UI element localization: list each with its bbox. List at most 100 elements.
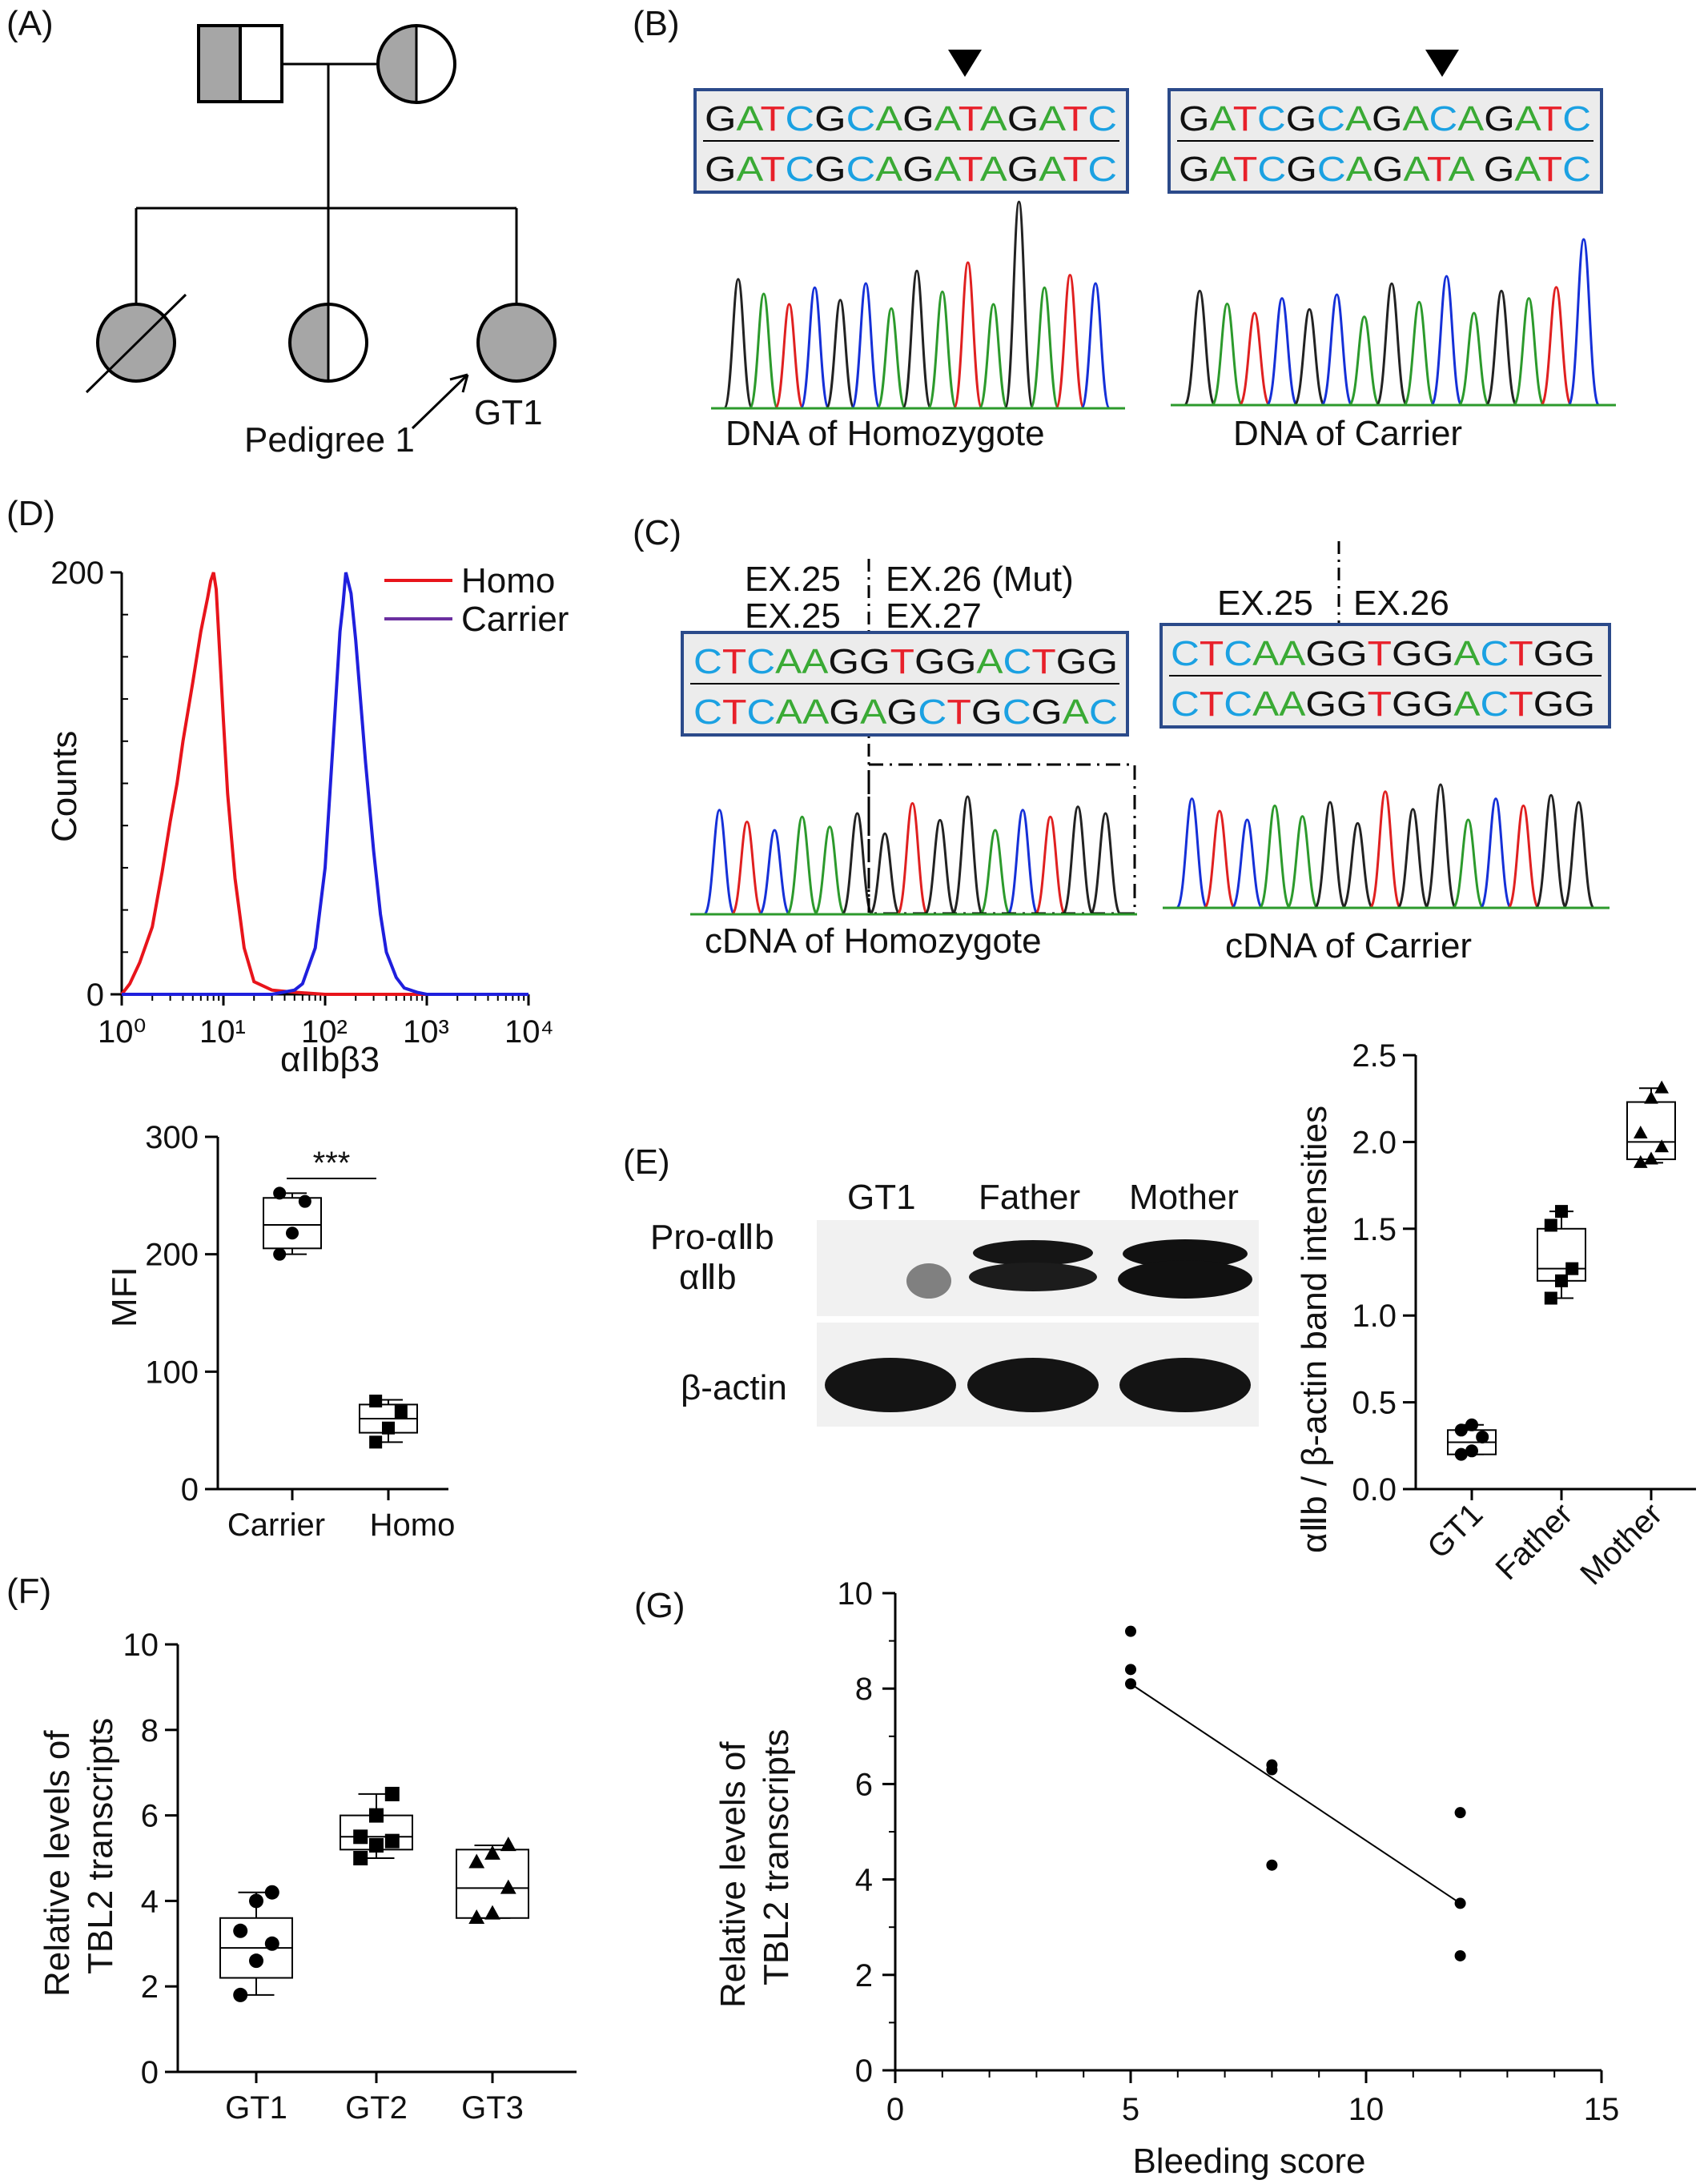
y-axis-label: MFI (105, 1267, 144, 1327)
exon-label: EX.26 (Mut) (886, 560, 1074, 599)
base-letter: G (1423, 634, 1454, 673)
panel-e: (E) GT1 Father Mother Pro-αⅡb αⅡb β-acti… (623, 1038, 1696, 1592)
base-letter: C (846, 150, 876, 189)
x-tick-label: 10² (301, 1014, 348, 1050)
data-point (1465, 1418, 1478, 1431)
base-letter: G (946, 642, 977, 681)
base-letter: T (890, 642, 914, 681)
data-point (1544, 1291, 1557, 1305)
significance-stars: *** (313, 1146, 351, 1181)
y-tick-label: 200 (145, 1238, 199, 1273)
base-letter: G (914, 642, 946, 681)
seq-c-left-bottom: CTCAAG AG CTG CG AC (693, 693, 1118, 732)
panel-g: (G) 0 2 4 6 8 10 0 5 10 15 Bleeding score Relative … (634, 1576, 1619, 2181)
base-letter: G (1305, 685, 1336, 724)
lane-label-gt1: GT1 (847, 1178, 916, 1217)
chromatogram-peak (1055, 274, 1086, 410)
chromatogram-peak (1265, 297, 1299, 407)
chromatogram-c-left (703, 795, 1122, 916)
seq-c-left-top: CTCAAG G TG G ACTG G (693, 642, 1118, 681)
y-tick-label: 4 (855, 1863, 873, 1898)
chromatogram-peak (868, 832, 902, 916)
base-letter: A (1453, 634, 1481, 673)
base-letter: G (1007, 150, 1039, 189)
data-point (1454, 1447, 1468, 1461)
base-letter: A (1279, 634, 1306, 673)
chromatogram-peak (1313, 801, 1347, 909)
seq-b-right-top: GATCGCAGACAGATC (1179, 99, 1591, 139)
exon-label: EX.25 (1217, 584, 1313, 623)
band-label-actin: β-actin (681, 1368, 787, 1407)
data-point (369, 1395, 383, 1407)
data-point (286, 1226, 299, 1240)
base-letter: T (1233, 99, 1257, 139)
base-letter: G (1336, 685, 1368, 724)
base-letter: A (1252, 685, 1280, 724)
chromatogram-peak (1452, 818, 1485, 909)
base-letter: C (1480, 634, 1509, 673)
y-tick-label: 8 (141, 1713, 159, 1748)
base-letter: C (1257, 99, 1286, 139)
base-letter: T (1368, 634, 1392, 673)
chromatogram-c-right (1176, 783, 1595, 909)
base-letter: C (786, 99, 815, 139)
chromatogram-peak (896, 801, 929, 916)
band-gt1 (906, 1263, 951, 1299)
base-letter: G (1423, 685, 1454, 724)
base-letter: C (1003, 642, 1031, 681)
fit-line (1130, 1683, 1461, 1905)
caption-b-left: DNA of Homozygote (725, 414, 1045, 453)
base-letter: T (946, 693, 971, 732)
base-letter: A (1453, 685, 1481, 724)
base-letter: A (976, 642, 1003, 681)
base-letter: T (1538, 150, 1562, 189)
exon-label: EX.25 (745, 560, 841, 599)
base-letter: A (1345, 99, 1372, 139)
base-letter: A (934, 99, 963, 139)
chromatogram-peak (1397, 808, 1429, 909)
legend-carrier-label: Carrier (461, 600, 569, 639)
panel-b-label: (B) (633, 4, 680, 43)
d-boxplot: 0 100 200 300 Carrier Homo MFI *** (105, 1120, 455, 1543)
base-letter: A (1403, 150, 1430, 189)
box (1626, 1101, 1676, 1161)
base-letter: C (786, 150, 815, 189)
data-point (1266, 1859, 1278, 1871)
data-point (273, 1247, 287, 1261)
base-letter: A (1039, 150, 1067, 189)
data-point (233, 1987, 248, 2002)
x-tick-label: 10³ (403, 1014, 449, 1050)
base-letter: G (814, 150, 846, 189)
base-letter: C (1087, 99, 1117, 139)
seq-c-right-top: CTCAAG G TG G ACTG G (1171, 634, 1595, 673)
chromatogram-peak (722, 278, 754, 410)
chromatogram-peak (1430, 275, 1463, 407)
chromatogram-peak (1348, 315, 1381, 407)
y-tick-label: 1.5 (1352, 1212, 1397, 1247)
chromatogram-peak (1540, 286, 1573, 407)
base-letter: A (1515, 99, 1542, 139)
chromatogram-peak (1183, 289, 1216, 407)
x-tick-label: 10⁴ (504, 1014, 554, 1050)
exon-label: EX.26 (1353, 584, 1449, 623)
data-point (353, 1851, 368, 1865)
y-tick-label: 10 (838, 1576, 874, 1612)
base-letter: G (886, 693, 918, 732)
base-letter: A (1514, 150, 1541, 189)
band-label-pro: Pro-αⅡb (650, 1218, 774, 1257)
base-letter: A (1039, 99, 1067, 139)
chromatogram-peak (1567, 238, 1601, 407)
data-point (369, 1808, 384, 1823)
chromatogram-peak (1457, 311, 1491, 407)
base-letter: T (722, 642, 746, 681)
base-letter: C (1562, 99, 1591, 139)
base-letter: T (761, 150, 786, 189)
data-point (1454, 1949, 1466, 1961)
base-letter: G (1056, 642, 1087, 681)
base-letter: G (859, 642, 890, 681)
data-point (1125, 1664, 1136, 1676)
base-letter: T (1509, 634, 1533, 673)
base-letter: G (1286, 150, 1317, 189)
chromatogram-peak (1375, 282, 1409, 407)
